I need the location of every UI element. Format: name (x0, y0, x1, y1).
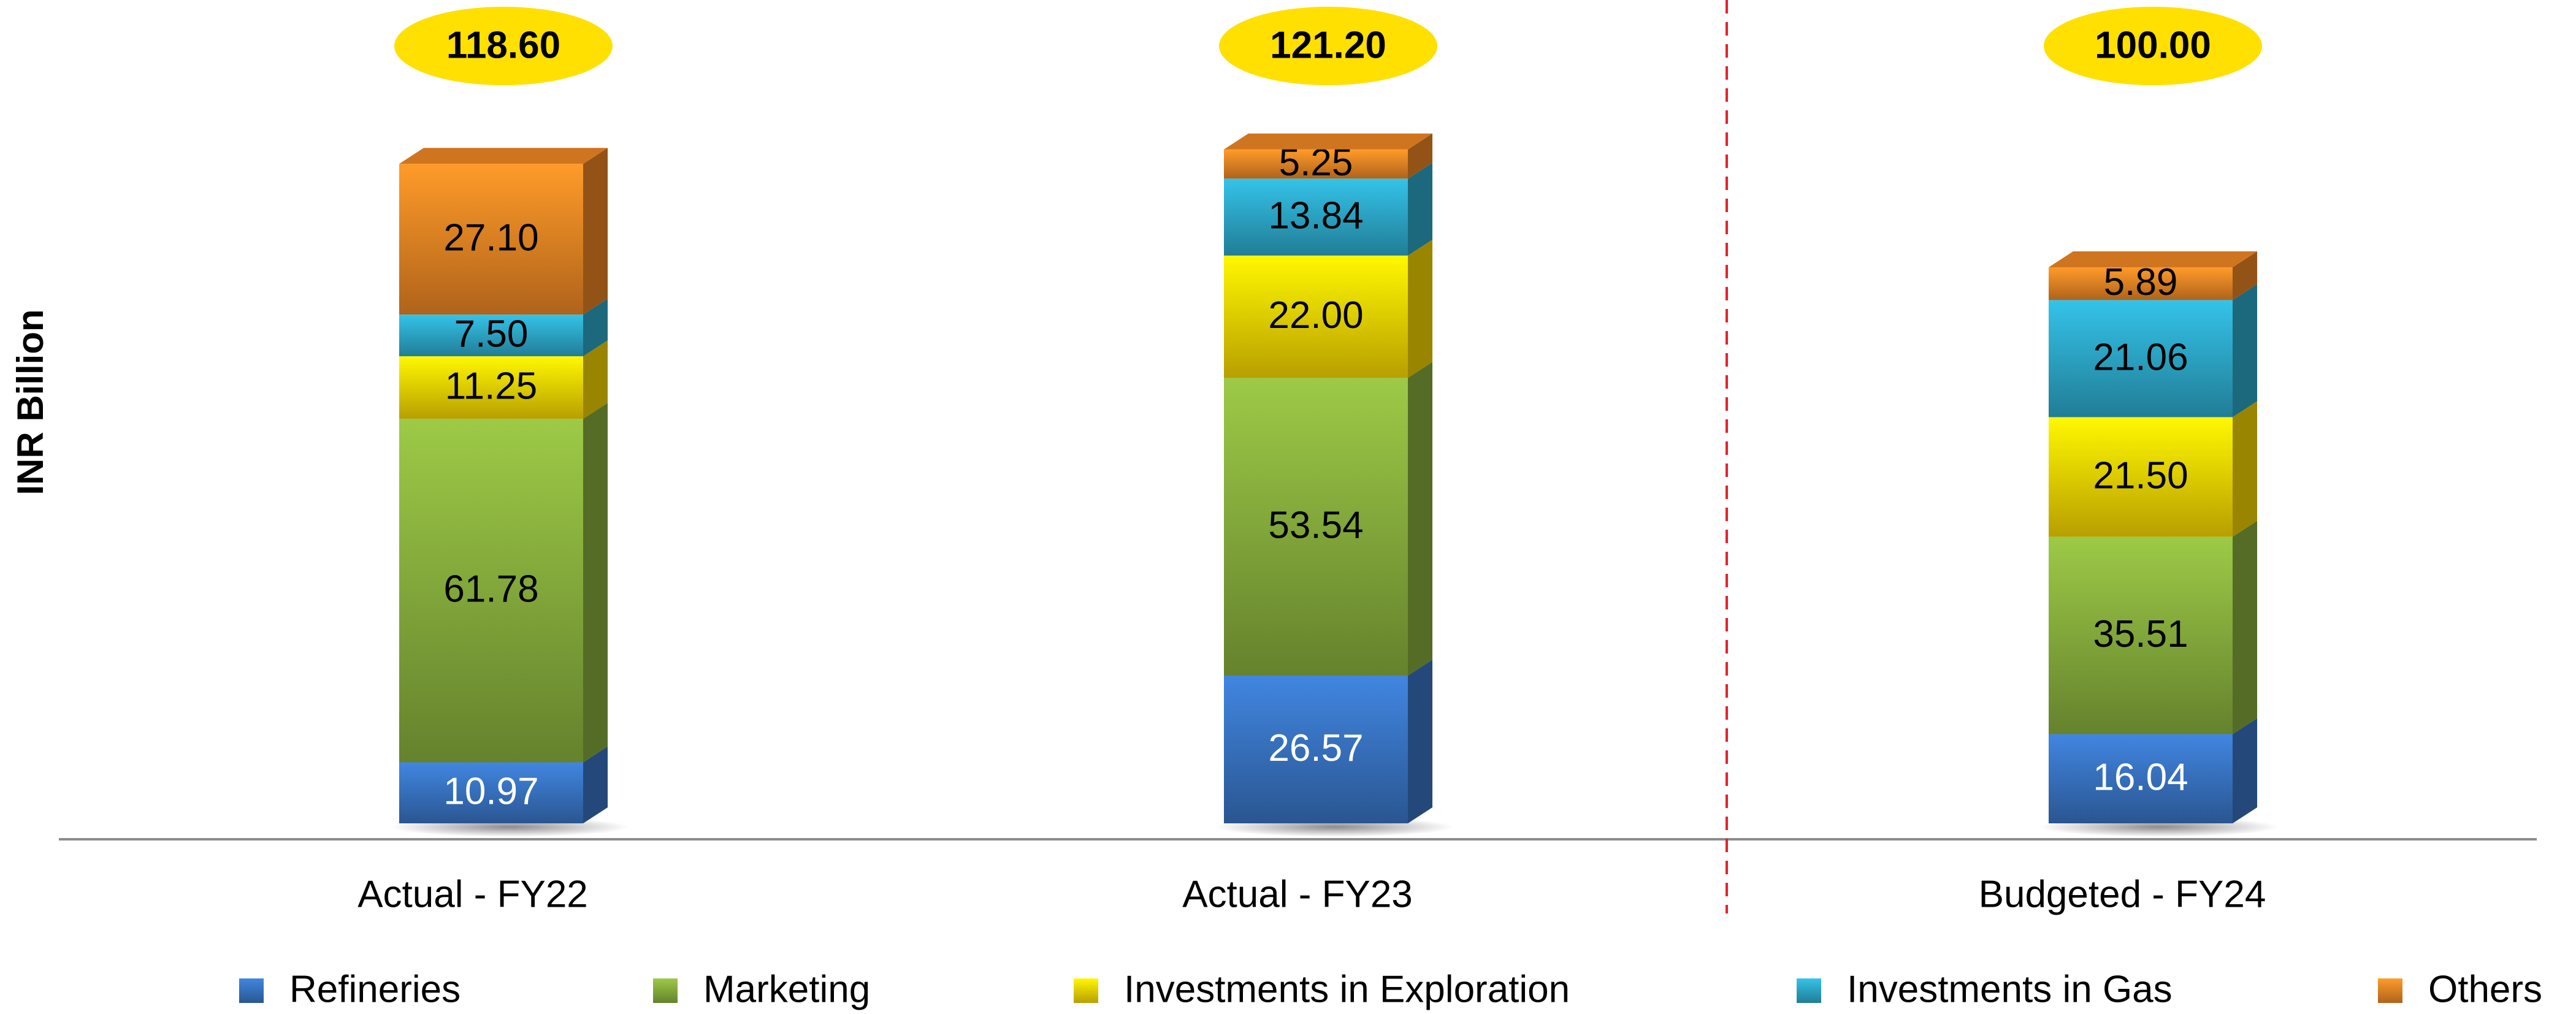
bar-side (2233, 520, 2257, 734)
value-label: 11.25 (445, 365, 538, 408)
bar-side (583, 299, 608, 357)
value-label: 27.10 (443, 217, 538, 259)
legend-marker (653, 978, 678, 1003)
bar-segment (1224, 676, 1408, 823)
x-tick-label: Actual - FY22 (357, 873, 588, 915)
bar-top (1224, 133, 1432, 150)
legend-marker (1074, 978, 1098, 1003)
value-label: 35.51 (2093, 613, 2188, 655)
total-badge (2044, 7, 2262, 85)
legend-label: Marketing (703, 968, 870, 1010)
x-tick-label: Budgeted - FY24 (1979, 873, 2266, 915)
value-label: 61.78 (443, 568, 538, 611)
bar-side (583, 746, 608, 823)
legend-label: Refineries (289, 968, 461, 1010)
value-label: 10.97 (443, 771, 538, 813)
y-axis-label: INR Billion (10, 309, 51, 495)
bar-segment (399, 762, 583, 823)
value-label: 21.06 (2093, 336, 2188, 378)
bar-segment (399, 164, 583, 315)
bar-side (1408, 162, 1432, 256)
bar-segment (1224, 178, 1408, 256)
value-label: 26.57 (1268, 727, 1363, 769)
bar-side (1408, 133, 1432, 179)
bar-segment (399, 419, 583, 763)
total-label: 121.20 (1270, 24, 1386, 66)
value-label: 7.50 (454, 313, 529, 355)
legend-marker (2378, 978, 2402, 1003)
bar-segment (2049, 417, 2233, 537)
bar-side (1408, 239, 1432, 378)
value-label: 13.84 (1268, 194, 1363, 237)
bar-segment (2049, 300, 2233, 417)
total-badge (394, 7, 613, 85)
legend-marker (239, 978, 264, 1003)
value-label: 16.04 (2093, 757, 2188, 799)
bar-side (583, 340, 608, 419)
bar-side (2233, 718, 2257, 823)
value-label: 53.54 (1268, 505, 1363, 547)
legend-marker (1797, 978, 1821, 1003)
total-label: 100.00 (2095, 24, 2211, 66)
bar-segment (2049, 267, 2233, 300)
value-label: 22.00 (1268, 294, 1363, 337)
value-label: 21.50 (2093, 454, 2188, 497)
bar-segment (2049, 734, 2233, 823)
bar-top (2049, 251, 2257, 267)
legend-label: Investments in Gas (1847, 968, 2173, 1010)
bar-side (2233, 284, 2257, 417)
bar-side (1408, 660, 1432, 823)
bar-segment (2049, 536, 2233, 734)
total-label: 118.60 (446, 24, 560, 66)
bar-side (583, 403, 608, 763)
bar-side (2233, 401, 2257, 537)
x-tick-label: Actual - FY23 (1182, 873, 1413, 915)
bar-segment (1224, 378, 1408, 676)
bar-segment (399, 314, 583, 357)
bar-segment (1224, 255, 1408, 378)
total-badge (1219, 7, 1437, 85)
bar-side (2233, 251, 2257, 300)
bar-top (399, 148, 608, 164)
bar-segment (1224, 149, 1408, 179)
legend-label: Investments in Exploration (1124, 968, 1570, 1010)
bar-side (583, 148, 608, 315)
value-label: 5.89 (2104, 261, 2178, 303)
legend-label: Others (2428, 968, 2542, 1010)
bar-side (1408, 362, 1432, 676)
bar-segment (399, 356, 583, 419)
